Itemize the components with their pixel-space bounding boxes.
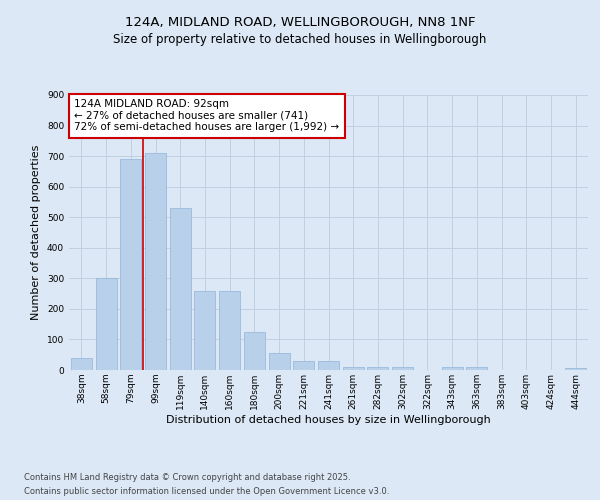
Bar: [318, 361, 339, 370]
Bar: [269, 353, 290, 370]
Bar: [95, 278, 116, 370]
Bar: [343, 367, 364, 370]
Bar: [219, 290, 240, 370]
Bar: [392, 367, 413, 370]
Text: 124A, MIDLAND ROAD, WELLINGBOROUGH, NN8 1NF: 124A, MIDLAND ROAD, WELLINGBOROUGH, NN8 …: [125, 16, 475, 29]
X-axis label: Distribution of detached houses by size in Wellingborough: Distribution of detached houses by size …: [166, 414, 491, 424]
Bar: [293, 361, 314, 370]
Text: Contains public sector information licensed under the Open Government Licence v3: Contains public sector information licen…: [24, 486, 389, 496]
Bar: [244, 332, 265, 370]
Bar: [442, 367, 463, 370]
Bar: [120, 159, 141, 370]
Y-axis label: Number of detached properties: Number of detached properties: [31, 145, 41, 320]
Bar: [145, 153, 166, 370]
Bar: [71, 358, 92, 370]
Text: Size of property relative to detached houses in Wellingborough: Size of property relative to detached ho…: [113, 34, 487, 46]
Bar: [565, 368, 586, 370]
Bar: [170, 208, 191, 370]
Text: 124A MIDLAND ROAD: 92sqm
← 27% of detached houses are smaller (741)
72% of semi-: 124A MIDLAND ROAD: 92sqm ← 27% of detach…: [74, 99, 340, 132]
Bar: [194, 290, 215, 370]
Text: Contains HM Land Registry data © Crown copyright and database right 2025.: Contains HM Land Registry data © Crown c…: [24, 473, 350, 482]
Bar: [466, 367, 487, 370]
Bar: [367, 367, 388, 370]
